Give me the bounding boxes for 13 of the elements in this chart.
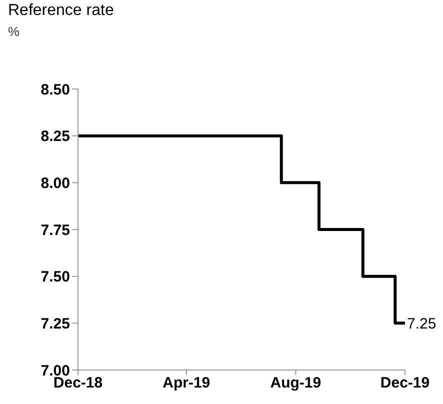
chart-title: Reference rate	[8, 2, 114, 20]
x-tick-label: Dec-18	[53, 374, 103, 392]
y-tick-label: 7.25	[40, 315, 70, 332]
y-tick-label: 7.75	[40, 222, 70, 239]
y-axis-title: %	[8, 24, 20, 39]
x-tick-label: Dec-19	[380, 374, 430, 392]
y-tick-label: 8.00	[40, 174, 70, 192]
x-tick-label: Aug-19	[270, 374, 322, 392]
annotation: 7.25	[407, 315, 436, 332]
y-tick-label: 8.25	[40, 128, 70, 146]
y-tick-label: 7.50	[40, 268, 70, 286]
x-tick-label: Apr-19	[162, 374, 210, 392]
y-tick-label: 8.50	[40, 81, 70, 98]
